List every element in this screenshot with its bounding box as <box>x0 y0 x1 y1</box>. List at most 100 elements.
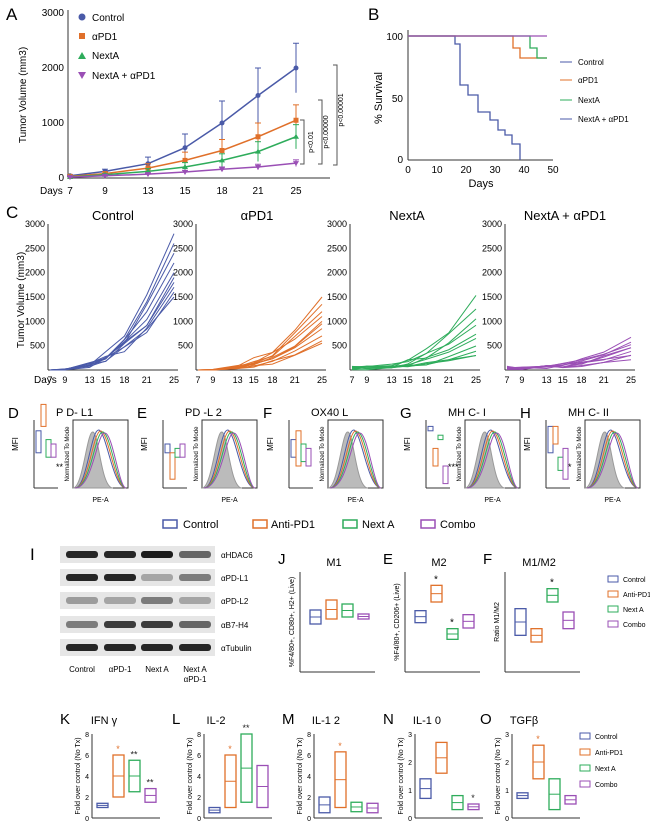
a-pval-1: p<0.00000 <box>323 115 330 148</box>
panel-i-letter: I <box>30 545 35 564</box>
hist-curve <box>203 430 256 489</box>
c-xtick: 7 <box>349 375 354 385</box>
flow-box <box>547 425 554 454</box>
hist-curve <box>329 432 382 489</box>
legend-marker-control <box>78 13 86 21</box>
a-xprefix: Days <box>40 186 63 197</box>
a-legend-0: Control <box>92 13 124 24</box>
sl2-0: Control <box>595 734 618 741</box>
c-curve <box>351 355 477 371</box>
a-xtick: 25 <box>290 186 302 197</box>
c-xtick: 15 <box>403 375 413 385</box>
b-legend: Control αPD1 NextA NextA + αPD1 <box>560 58 629 124</box>
c-ytick: 3000 <box>173 219 193 229</box>
flow-stars: *** <box>448 462 459 472</box>
c-title-1: αPD1 <box>241 208 274 223</box>
b-legend-3: NextA + αPD1 <box>578 115 629 124</box>
blot-rows: αHDAC6 αPD-L1 αPD-L2 αB7-H4 αTubulin <box>60 546 253 656</box>
c-xtick: 9 <box>364 375 369 385</box>
flow-box <box>50 443 57 458</box>
cyto-letter: K <box>60 711 70 728</box>
hist-curve <box>74 429 127 489</box>
cyto-ytick: 6 <box>307 753 311 760</box>
hist-isotype <box>201 431 243 489</box>
hist-xlabel: PE-A <box>347 497 364 504</box>
c-ytick: 2000 <box>173 268 193 278</box>
flow-panel: G MH C- I MFI ***Normalized To Mode PE-A <box>400 405 521 504</box>
cyto-ytick: 6 <box>85 753 89 760</box>
hist-isotype <box>72 431 114 489</box>
lane-0: Control <box>69 665 95 674</box>
hist-curve <box>203 429 256 489</box>
cyto-letter: L <box>172 711 180 728</box>
c-ytick: 2000 <box>482 268 502 278</box>
mac-panel: F M1/M2 Ratio M1/M2 * <box>483 551 580 673</box>
c-ytick: 1500 <box>482 292 502 302</box>
a-legend-1: αPD1 <box>92 32 118 43</box>
c-xtick: 13 <box>387 375 397 385</box>
flow-legend-swatch-nexta <box>342 519 358 529</box>
a-xtick: 9 <box>102 186 108 197</box>
sl2-swatch-combo <box>579 780 591 788</box>
c-xtick: 15 <box>249 375 259 385</box>
c-xtick: 18 <box>421 375 431 385</box>
legend-marker-combo <box>78 72 86 79</box>
flow-ylabel: MFI <box>266 437 275 451</box>
hist-xlabel: PE-A <box>604 497 621 504</box>
flow-box <box>174 447 181 458</box>
cyto-ylabel: Fold over control (No Tx) <box>297 737 304 814</box>
c-subplot: 500 1000 1500 2000 2500 3000 7 9 13 15 18 21 25 <box>482 219 636 385</box>
c-xtick: 15 <box>101 375 111 385</box>
sl1-swatch-control <box>607 575 619 583</box>
sl2-swatch-apd1 <box>579 748 591 756</box>
sl1-swatch-nexta <box>607 605 619 613</box>
c-ytick: 1500 <box>327 292 347 302</box>
legend-marker-apd1 <box>79 33 85 39</box>
hist-curve <box>586 429 639 489</box>
flow-title: MH C- II <box>568 407 609 419</box>
c-ytick: 1000 <box>25 316 45 326</box>
c-xtick: 21 <box>599 375 609 385</box>
a-legend-3: NextA + αPD1 <box>92 71 156 82</box>
c-curve <box>351 324 477 369</box>
b-ytick-100: 100 <box>386 32 403 43</box>
c-xtick: 13 <box>542 375 552 385</box>
a-point <box>293 161 299 167</box>
mac-letter: F <box>483 551 492 568</box>
c-ytick: 500 <box>332 341 347 351</box>
c-xprefix: Days <box>34 375 57 386</box>
flow-box <box>442 465 449 485</box>
cyto-ytick: 0 <box>85 816 89 823</box>
a-point <box>182 145 188 151</box>
hist-curve <box>586 431 639 489</box>
c-ytick: 1500 <box>25 292 45 302</box>
sl2-1: Anti-PD1 <box>595 750 623 757</box>
flow-box <box>40 403 47 427</box>
a-ylabel: Tumor Volume (mm3) <box>18 47 29 143</box>
flow-legend: Control Anti-PD1 Next A Combo <box>162 519 475 531</box>
cyto-ytick: 8 <box>307 732 311 739</box>
a-xtick: 13 <box>142 186 154 197</box>
blot-band <box>104 574 136 581</box>
panel-c: C Tumor Volume (mm3) Days Control αPD1 N… <box>6 203 636 386</box>
flow-legend-1: Anti-PD1 <box>271 519 315 531</box>
bracket-2 <box>318 99 323 165</box>
panel-i-western: I αHDAC6 αPD-L1 αPD-L2 αB7-H4 αTubulin Contr… <box>30 545 253 684</box>
cyto-star: * <box>471 793 475 803</box>
b-xlabel: Days <box>468 178 494 190</box>
a-ytick-2: 2000 <box>42 63 65 74</box>
c-ytick: 3000 <box>327 219 347 229</box>
c-xtick: 21 <box>142 375 152 385</box>
blot-band <box>179 644 211 651</box>
a-xtick: 21 <box>252 186 264 197</box>
cyto-ytick: 3 <box>505 732 509 739</box>
cyto-ytick: 2 <box>197 795 201 802</box>
cyto-ytick: 4 <box>85 774 89 781</box>
a-point <box>102 173 108 179</box>
cyto-letter: N <box>383 711 394 728</box>
cyto-star: * <box>338 741 342 751</box>
c-xtick: 13 <box>233 375 243 385</box>
c-title-0: Control <box>92 208 134 223</box>
